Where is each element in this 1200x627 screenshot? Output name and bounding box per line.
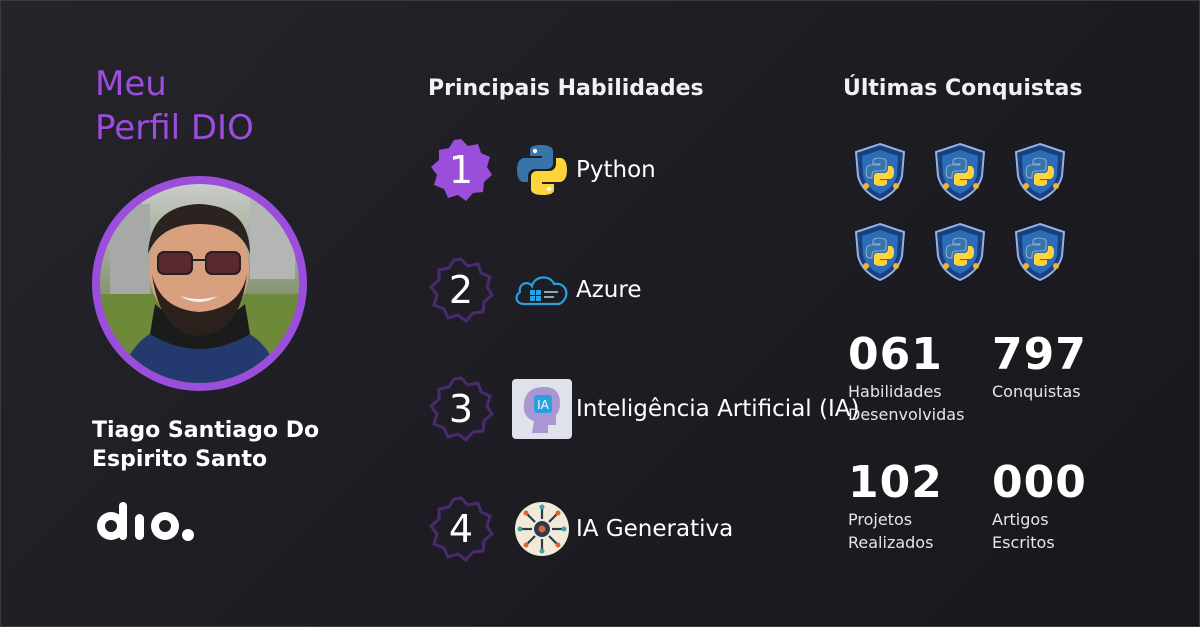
generative-ai-icon — [512, 499, 572, 559]
stat-label-line-2: Desenvolvidas — [848, 405, 965, 424]
skill-item: 4 IA Generativa — [428, 494, 733, 564]
skill-label: IA Generativa — [576, 516, 734, 542]
stat-value: 061 — [848, 329, 943, 380]
rank-number: 1 — [448, 148, 474, 192]
stat-value: 000 — [992, 457, 1087, 508]
rank-badge: 1 — [428, 137, 494, 203]
user-name: Tiago Santiago Do Espirito Santo — [92, 416, 352, 474]
stat-label-line-2: Realizados — [848, 533, 934, 552]
stat-label-line-1: Artigos — [992, 510, 1049, 529]
title-line-2: Perfil DIO — [95, 108, 254, 148]
python-badge-icon — [932, 142, 988, 202]
avatar — [100, 184, 299, 383]
rank-badge: 2 — [428, 257, 494, 323]
rank-number: 3 — [448, 387, 474, 431]
python-icon — [512, 140, 572, 200]
stat-label-line-1: Conquistas — [992, 382, 1081, 401]
achievements-title: Últimas Conquistas — [843, 76, 1083, 101]
skill-item: 2 Azure — [428, 255, 642, 325]
stat-projects: 102 Projetos Realizados — [848, 458, 943, 554]
user-name-line-1: Tiago Santiago Do — [92, 418, 320, 443]
azure-cloud-icon — [512, 260, 572, 320]
skill-label: Inteligência Artificial (IA) — [576, 396, 860, 422]
stat-label-line-1: Projetos — [848, 510, 913, 529]
skills-title: Principais Habilidades — [428, 76, 704, 101]
avatar-ring — [92, 176, 307, 391]
stat-label-line-1: Habilidades — [848, 382, 942, 401]
user-name-line-2: Espirito Santo — [92, 447, 268, 472]
stat-skills: 061 Habilidades Desenvolvidas — [848, 330, 964, 426]
rank-number: 2 — [448, 268, 474, 312]
python-badge-icon — [852, 222, 908, 282]
skill-label: Python — [576, 157, 656, 183]
rank-badge: 4 — [428, 496, 494, 562]
stat-achievements: 797 Conquistas — [992, 330, 1087, 403]
page-title: Meu Perfil DIO — [95, 62, 254, 150]
stat-label-line-2: Escritos — [992, 533, 1055, 552]
skill-label: Azure — [576, 277, 642, 303]
stat-articles: 000 Artigos Escritos — [992, 458, 1087, 554]
rank-badge: 3 — [428, 376, 494, 442]
title-line-1: Meu — [95, 64, 167, 104]
skill-item: 1 Python — [428, 135, 656, 205]
svg-text:IA: IA — [537, 398, 550, 412]
python-badge-icon — [1012, 142, 1068, 202]
stat-value: 797 — [992, 329, 1087, 380]
dio-logo — [93, 500, 197, 548]
ai-head-icon: IA — [512, 379, 572, 439]
rank-number: 4 — [448, 507, 474, 551]
python-badge-icon — [932, 222, 988, 282]
skill-item: 3 IA Inteligência Artificial (IA) — [428, 374, 859, 444]
python-badge-icon — [852, 142, 908, 202]
stat-value: 102 — [848, 457, 943, 508]
python-badge-icon — [1012, 222, 1068, 282]
